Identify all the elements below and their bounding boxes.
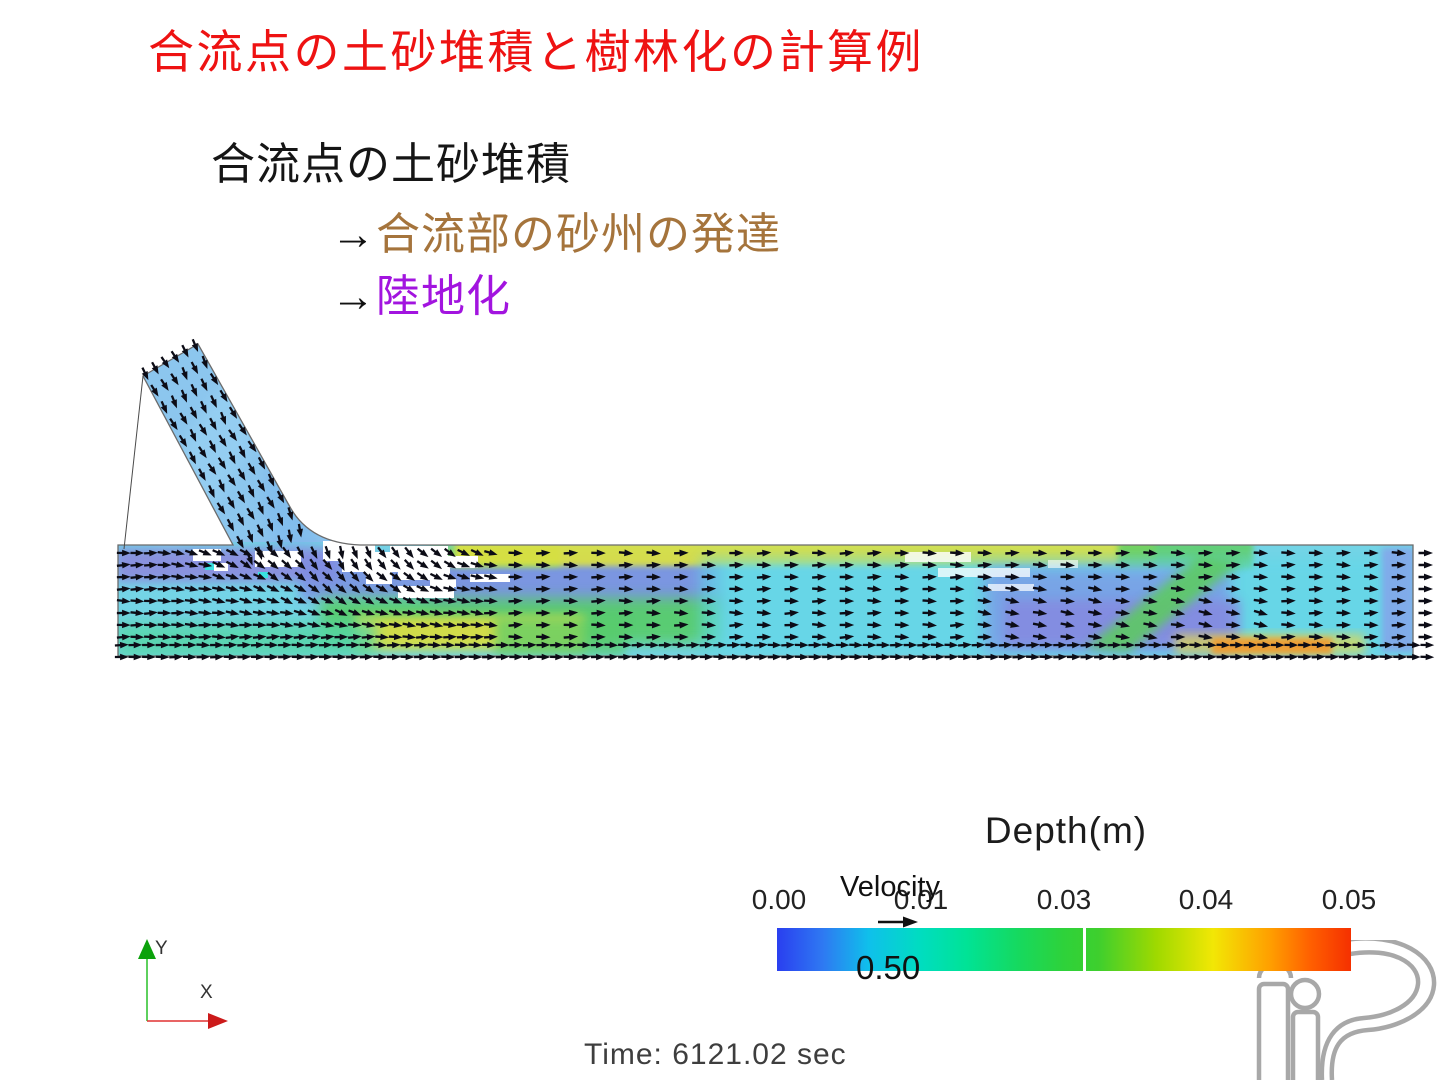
heading-sediment: 合流点の土砂堆積 — [211, 140, 571, 189]
axis-triad: Y X — [138, 938, 228, 1029]
logo-river-outer — [1329, 940, 1437, 1080]
logo-river-inner — [1319, 950, 1421, 1080]
iric-watermark-logo — [1256, 940, 1437, 1080]
colorbar-tick-gap — [1083, 928, 1086, 971]
bullet-land-formation: →陸地化 — [331, 260, 511, 324]
depth-tick-1: 0.01 — [893, 884, 949, 915]
depth-colorbar — [777, 928, 1351, 971]
velocity-scale-value: 0.50 — [856, 949, 921, 986]
velocity-legend-title: Velocity — [840, 871, 940, 903]
velocity-vectors — [114, 338, 1435, 661]
logo-ring — [1288, 977, 1322, 1011]
depth-legend-title: Depth(m) — [984, 810, 1148, 851]
x-axis-label: X — [200, 982, 213, 1003]
bullet-text-sandbar: 合流部の砂州の発達 — [376, 210, 781, 259]
velocity-reference-arrow — [878, 916, 918, 928]
x-axis-arrowhead — [208, 1013, 228, 1029]
arrow-glyph: → — [331, 210, 376, 259]
slide-title: 合流点の土砂堆積と樹林化の計算例 — [148, 26, 924, 78]
depth-field — [118, 344, 1413, 656]
y-axis-label: Y — [155, 938, 168, 959]
depth-tick-4: 0.05 — [1321, 884, 1377, 915]
depth-tick-2: 0.03 — [1036, 884, 1092, 915]
y-axis-arrowhead — [138, 939, 156, 959]
time-label: Time: 6121.02 sec — [584, 1038, 847, 1071]
bullet-text-land: 陸地化 — [376, 272, 511, 321]
depth-tick-3: 0.04 — [1178, 884, 1234, 915]
depth-tick-0: 0.00 — [751, 884, 807, 915]
domain-outline — [117, 343, 1414, 657]
bullet-sandbar-development: →合流部の砂州の発達 — [331, 198, 781, 262]
logo-bar-1 — [1256, 981, 1291, 1080]
logo-bar-2 — [1290, 1009, 1321, 1080]
domain-left-edge — [123, 375, 144, 550]
arrow-glyph: → — [331, 272, 376, 321]
